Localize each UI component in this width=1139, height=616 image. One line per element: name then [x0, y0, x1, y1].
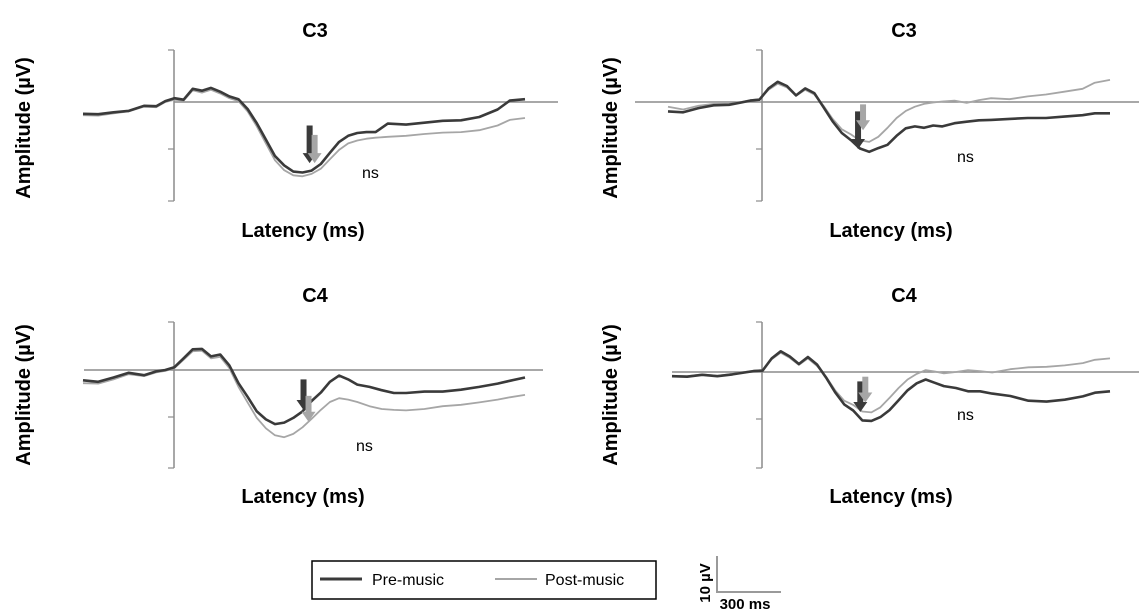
legend: Pre-music Post-music: [311, 560, 657, 600]
x-axis-label: Latency (ms): [241, 220, 364, 242]
y-axis-label: Amplitude (µV): [13, 324, 35, 466]
x-axis-label: Latency (ms): [241, 486, 364, 508]
significance-annotation: ns: [957, 149, 974, 166]
arrow-head-pre-music: [853, 401, 868, 412]
panel-3: C4 Latency (ms) Amplitude (µV) ns: [13, 285, 543, 508]
series-line-pre-music: [671, 349, 1111, 423]
arrow-post-music: [311, 134, 318, 155]
arrow-pre-music: [306, 125, 313, 155]
arrow-post-music: [862, 376, 869, 394]
significance-annotation: ns: [957, 407, 974, 424]
series-line-pre-music: [667, 80, 1110, 154]
panel-4: C4 Latency (ms) Amplitude (µV) ns: [600, 285, 1139, 508]
series-line-post-music: [82, 88, 526, 178]
arrow-head-post-music: [856, 120, 871, 131]
scale-bar-amplitude-label: 10 µV: [697, 563, 714, 603]
series-line-post-music: [671, 351, 1111, 414]
y-axis-label: Amplitude (µV): [600, 57, 622, 199]
panels: C3 Latency (ms) Amplitude (µV) ns C3 Latency …: [13, 20, 1139, 508]
panel-title: C4: [302, 285, 328, 307]
series-line-pre-music: [82, 86, 526, 174]
panel-title: C4: [891, 285, 917, 307]
legend-label-pre-music: Pre-music: [372, 572, 444, 589]
arrow-head-post-music: [307, 153, 322, 164]
arrow-pre-music: [300, 379, 307, 401]
series-line-pre-music: [82, 347, 526, 426]
arrow-post-music: [860, 104, 867, 122]
arrow-pre-music: [857, 381, 864, 403]
scale-bar-time-label: 300 ms: [720, 596, 771, 613]
y-axis-label: Amplitude (µV): [13, 57, 35, 199]
legend-label-post-music: Post-music: [545, 572, 624, 589]
panel-1: C3 Latency (ms) Amplitude (µV) ns: [13, 20, 558, 242]
panel-2: C3 Latency (ms) Amplitude (µV) ns: [600, 20, 1139, 242]
arrow-post-music: [305, 395, 312, 413]
scale-bar: 10 µV 300 ms: [697, 556, 781, 613]
x-axis-label: Latency (ms): [829, 486, 952, 508]
series-line-post-music: [667, 79, 1111, 143]
significance-annotation: ns: [356, 438, 373, 455]
legend-box: [311, 560, 657, 600]
panel-title: C3: [302, 20, 328, 42]
x-axis-label: Latency (ms): [829, 220, 952, 242]
significance-annotation: ns: [362, 165, 379, 182]
arrow-head-post-music: [858, 392, 873, 403]
y-axis-label: Amplitude (µV): [600, 324, 622, 466]
scale-bar-lines: [716, 556, 781, 593]
panel-title: C3: [891, 20, 917, 42]
arrow-head-post-music: [301, 411, 316, 422]
arrow-head-pre-music: [851, 139, 866, 149]
arrow-pre-music: [855, 111, 862, 140]
